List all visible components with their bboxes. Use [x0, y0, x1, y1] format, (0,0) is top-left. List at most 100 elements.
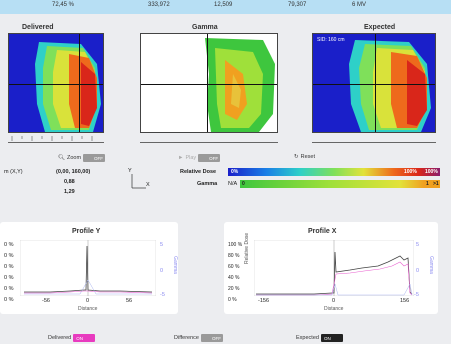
axis-arrows — [131, 174, 146, 189]
ytick: 0 % — [4, 275, 14, 281]
dose-100-label: 100% — [404, 169, 417, 175]
ytick: 0 % — [4, 286, 14, 292]
ytick: 0 % — [4, 264, 14, 270]
axis-y-label: Y — [128, 168, 132, 174]
difference-toggle-group[interactable]: Difference OFF — [174, 334, 223, 342]
profile-x-yticks: 100 % 80 % 60 % 40 % 20 % 0 % — [228, 240, 242, 306]
ytick: 0 % — [4, 297, 14, 303]
xtick: 56 — [126, 298, 133, 304]
gamma-value: 1,29 — [64, 189, 75, 195]
play-control[interactable]: ► Play OFF — [178, 154, 221, 162]
xtick: 0 — [332, 298, 336, 304]
rtick: 5 — [160, 242, 164, 248]
relative-dose-label: Relative Dose — [180, 169, 217, 175]
zoom-toggle[interactable]: OFF — [83, 154, 106, 162]
zoom-label: Zoom — [66, 155, 82, 161]
ytick: 100 % — [228, 242, 243, 248]
profile-y-card: Profile Y 0 % 0 % 0 % 0 % 0 % 0 % 5 0 -5… — [0, 222, 178, 314]
delivered-toggle[interactable]: ON — [73, 334, 96, 342]
delivered-toggle-label: Delivered — [48, 335, 72, 341]
info-value-3: 12,509 — [214, 2, 233, 8]
delivered-dose-image — [35, 42, 101, 132]
info-bar: 72,45 % 333,972 12,509 79,307 6 MV — [0, 0, 451, 14]
info-value-1: 72,45 % — [52, 2, 75, 8]
profile-x-xlabel: Distance — [324, 306, 344, 312]
rtick: -5 — [160, 292, 165, 298]
delivered-title: Delivered — [22, 24, 54, 31]
profile-y-right-label: Gamma — [171, 256, 178, 274]
gamma-one-label: 1 — [426, 181, 429, 187]
crosshair-vertical — [207, 34, 208, 132]
expected-toggle[interactable]: ON — [320, 334, 343, 342]
axis-indicator: Y X — [128, 168, 154, 192]
gamma-na-label: N/A — [228, 181, 238, 187]
sid-label: SID: 160 cm — [317, 37, 345, 43]
gamma-map[interactable] — [140, 33, 278, 133]
dose-value: 0,88 — [64, 179, 75, 185]
play-icon: ► — [178, 155, 184, 161]
profile-y-xlabel: Distance — [78, 306, 98, 312]
axis-x-label: X — [146, 182, 150, 188]
expected-dose-image — [349, 40, 431, 132]
difference-toggle[interactable]: OFF — [200, 334, 223, 342]
crosshair-horizontal — [9, 84, 103, 85]
gamma-color-bar: 0 1 >1 — [240, 180, 440, 188]
play-label: Play — [185, 155, 197, 161]
difference-toggle-label: Difference — [174, 335, 199, 341]
zoom-control[interactable]: 🔍︎ Zoom OFF — [58, 154, 106, 162]
xtick: 156 — [400, 298, 410, 304]
reset-label: Reset — [300, 154, 315, 160]
reset-button[interactable]: ↻ Reset — [294, 154, 315, 160]
refresh-icon: ↻ — [294, 154, 299, 160]
gamma-gt1-label: >1 — [433, 181, 439, 187]
xtick: 0 — [86, 298, 90, 304]
gamma-title: Gamma — [192, 24, 218, 31]
profile-y-plot — [20, 240, 156, 296]
dose-end-label: 100% — [425, 169, 438, 175]
info-value-5: 6 MV — [352, 2, 367, 8]
rtick: -5 — [414, 292, 419, 298]
expected-toggle-label: Expected — [296, 335, 319, 341]
crosshair-vertical — [375, 34, 376, 132]
search-icon: 🔍︎ — [58, 155, 65, 161]
expected-title: Expected — [364, 24, 396, 31]
profile-x-right-label: Gamma — [427, 256, 434, 274]
ytick: 80 % — [228, 253, 240, 259]
crosshair-horizontal — [313, 84, 435, 85]
info-value-2: 333,972 — [148, 2, 170, 8]
dose-start-label: 0% — [231, 169, 239, 175]
profile-x-plot — [254, 240, 414, 296]
gamma-legend-label: Gamma — [197, 181, 218, 187]
ytick: 40 % — [228, 275, 240, 281]
delivered-toggle-group[interactable]: Delivered ON — [48, 334, 96, 342]
rtick: 0 — [160, 268, 164, 274]
ytick: 0 % — [228, 297, 237, 303]
gamma-zero-label: 0 — [242, 181, 245, 187]
profile-x-card: Profile X 100 % 80 % 60 % 40 % 20 % 0 % … — [224, 222, 438, 314]
gamma-ruler — [140, 133, 278, 143]
crosshair-vertical — [79, 34, 80, 132]
expected-toggle-group[interactable]: Expected ON — [296, 334, 343, 342]
profile-x-ylabel: Relative Dose — [244, 232, 250, 264]
xtick: -56 — [42, 298, 50, 304]
profile-y-yticks: 0 % 0 % 0 % 0 % 0 % 0 % — [4, 240, 13, 306]
ytick: 0 % — [4, 242, 14, 248]
expected-ruler — [312, 133, 436, 143]
expected-dose-map[interactable]: SID: 160 cm — [312, 33, 436, 133]
ytick: 20 % — [228, 286, 240, 292]
ruler-ticks — [11, 136, 93, 141]
ytick: 0 % — [4, 253, 14, 259]
coord-value: (0,00, 160,00) — [56, 169, 91, 175]
crosshair-horizontal — [141, 84, 277, 85]
delivered-dose-map[interactable] — [8, 33, 104, 133]
dose-color-bar: 0% 100% 100% — [228, 168, 440, 176]
profile-x-title: Profile X — [308, 228, 337, 235]
rtick: 0 — [416, 268, 420, 274]
xtick: -156 — [258, 298, 270, 304]
rtick: 5 — [416, 242, 420, 248]
ytick: 60 % — [228, 264, 240, 270]
info-value-4: 79,307 — [288, 2, 307, 8]
coord-label: m (X,Y) — [4, 169, 23, 175]
gamma-image — [205, 38, 275, 132]
play-toggle[interactable]: OFF — [198, 154, 221, 162]
